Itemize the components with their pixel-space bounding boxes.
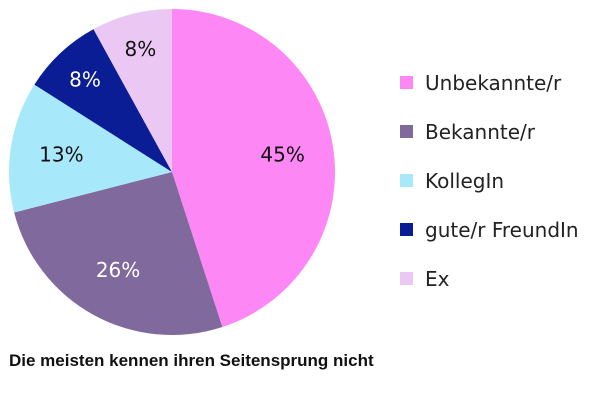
pie-slice-unbekannte [172,9,335,328]
legend-swatch-ex [400,272,413,285]
pie-chart: 45% 26% 13% 8% 8% [9,9,335,335]
chart-title: Die meisten kennen ihren Seitensprung ni… [9,351,374,370]
legend-label-kollegin: KollegIn [425,168,505,193]
legend-swatch-kollegin [400,174,413,187]
legend-item-ex: Ex [400,254,579,303]
legend-swatch-unbekannte [400,76,413,89]
pie-slice-ex [93,9,172,172]
legend-item-kollegin: KollegIn [400,156,579,205]
legend-label-unbekannte: Unbekannte/r [425,70,562,95]
pie-slice-label-bekannte: 26% [96,258,140,282]
legend-label-freundin: gute/r FreundIn [425,217,579,242]
pie-slice-label-kollegin: 13% [39,142,83,166]
pie-slice-labels: 45% 26% 13% 8% 8% [39,37,305,282]
legend: Unbekannte/r Bekannte/r KollegIn gute/r … [400,58,579,303]
pie-slices [9,9,335,335]
legend-label-bekannte: Bekannte/r [425,119,535,144]
pie-slice-bekannte [14,172,223,335]
pie-slice-label-unbekannte: 45% [260,142,304,166]
pie-slice-label-freundin: 8% [69,67,101,91]
legend-label-ex: Ex [425,266,450,291]
legend-swatch-bekannte [400,125,413,138]
legend-item-unbekannte: Unbekannte/r [400,58,579,107]
legend-swatch-freundin [400,223,413,236]
pie-slice-kollegin [9,84,173,213]
legend-item-freundin: gute/r FreundIn [400,205,579,254]
pie-slice-label-ex: 8% [125,37,157,61]
legend-item-bekannte: Bekannte/r [400,107,579,156]
pie-slice-freundin [34,29,173,172]
